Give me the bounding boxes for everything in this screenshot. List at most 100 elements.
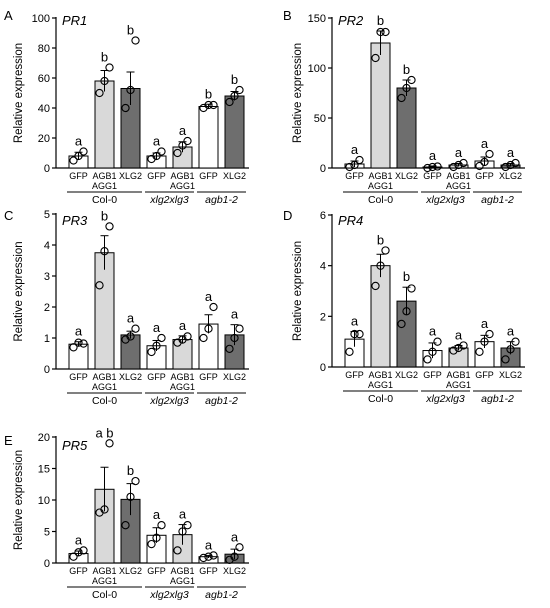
significance-letter: a	[179, 318, 187, 333]
data-point	[147, 539, 156, 549]
significance-letter: a	[351, 314, 359, 329]
y-tick-label: 0	[44, 558, 50, 570]
data-point	[183, 136, 192, 146]
data-point	[345, 162, 354, 172]
data-point	[506, 345, 515, 354]
data-point	[225, 344, 234, 353]
data-point	[204, 100, 213, 110]
y-tick-label: 6	[320, 210, 326, 222]
group-label: agb1-2	[205, 194, 238, 206]
panel-letter: E	[4, 433, 13, 448]
data-point	[126, 85, 135, 95]
significance-letter: a	[75, 134, 83, 149]
panel-letter: C	[4, 208, 13, 223]
x-tick-label: GFP	[199, 372, 218, 382]
data-point	[105, 439, 114, 448]
significance-letter: b	[403, 62, 410, 77]
chart-title: PR4	[338, 213, 363, 228]
data-point	[371, 53, 380, 63]
x-tick-label: AGB1	[170, 566, 194, 576]
panel-2: B PR2 0 50 100 150 Relative expression a GFP b AGB…	[283, 8, 525, 206]
data-point	[235, 543, 244, 552]
x-tick-label: AGG1	[92, 576, 117, 586]
panel-5: E PR5 0 5 10 15 20 Relative expression a GFP a b AG…	[4, 425, 249, 601]
data-point	[381, 246, 390, 255]
data-point	[449, 162, 458, 172]
x-tick-label: AGB1	[92, 566, 116, 576]
significance-letter: a	[481, 316, 489, 331]
bar	[224, 95, 245, 169]
significance-letter: a	[75, 532, 83, 547]
data-point	[381, 27, 390, 37]
x-tick-label: XLG2	[119, 372, 142, 382]
bar	[68, 343, 89, 370]
x-tick-label: XLG2	[223, 566, 246, 576]
data-point	[350, 329, 359, 339]
data-point	[355, 329, 364, 339]
panel-letter: D	[283, 208, 292, 223]
data-point	[454, 343, 463, 353]
bar	[448, 347, 469, 368]
significance-letter: a	[455, 145, 463, 160]
bar	[396, 87, 417, 169]
data-point	[511, 158, 520, 168]
x-tick-label: AGG1	[170, 576, 195, 586]
group-label: agb1-2	[481, 194, 514, 206]
data-point	[345, 347, 354, 356]
data-point	[355, 155, 364, 165]
x-tick-label: AGG1	[368, 181, 393, 191]
data-point	[371, 281, 380, 291]
data-point	[79, 546, 88, 555]
data-point	[402, 83, 411, 93]
x-tick-label: AGB1	[368, 171, 392, 181]
panel-letter: B	[283, 8, 292, 23]
significance-letter: a	[507, 145, 515, 160]
data-point	[178, 141, 187, 150]
x-tick-label: GFP	[147, 171, 166, 181]
data-point	[376, 261, 385, 270]
data-point	[69, 552, 78, 561]
x-tick-label: XLG2	[499, 370, 522, 380]
y-tick-label: 15	[38, 464, 50, 476]
group-label: Col-0	[92, 589, 117, 601]
significance-letter: b	[403, 269, 410, 284]
data-point	[126, 332, 135, 341]
data-point	[225, 97, 234, 107]
data-point	[350, 160, 359, 170]
y-tick-label: 100	[32, 13, 50, 25]
data-point	[100, 247, 109, 256]
data-point	[501, 355, 510, 364]
y-tick-label: 3	[44, 271, 50, 283]
data-point	[501, 162, 510, 172]
y-tick-label: 20	[38, 432, 50, 444]
y-tick-label: 2	[320, 311, 326, 323]
y-axis-label: Relative expression	[13, 43, 25, 143]
data-point	[183, 521, 192, 530]
data-point	[397, 93, 406, 103]
bar	[370, 265, 391, 368]
data-point	[459, 158, 468, 168]
y-tick-label: 5	[44, 209, 50, 221]
data-point	[423, 163, 432, 173]
x-tick-label: GFP	[69, 171, 88, 181]
x-tick-label: AGB1	[170, 372, 194, 382]
significance-letter: a	[179, 123, 187, 138]
group-label: Col-0	[92, 395, 117, 407]
x-tick-label: AGG1	[446, 181, 471, 191]
data-point	[230, 333, 239, 343]
group-label: agb1-2	[481, 393, 514, 405]
significance-letter: a	[507, 324, 515, 339]
y-tick-label: 150	[308, 13, 326, 25]
significance-letter: a	[75, 324, 83, 339]
data-point	[152, 533, 161, 542]
significance-letter: a	[351, 142, 359, 157]
y-tick-label: 20	[38, 133, 50, 145]
data-point	[235, 324, 244, 333]
data-point	[485, 149, 494, 159]
y-axis-label: Relative expression	[292, 43, 304, 143]
significance-letter: b	[205, 86, 212, 101]
x-tick-label: AGG1	[368, 380, 393, 390]
significance-letter: a	[153, 320, 161, 335]
bar	[172, 339, 193, 370]
